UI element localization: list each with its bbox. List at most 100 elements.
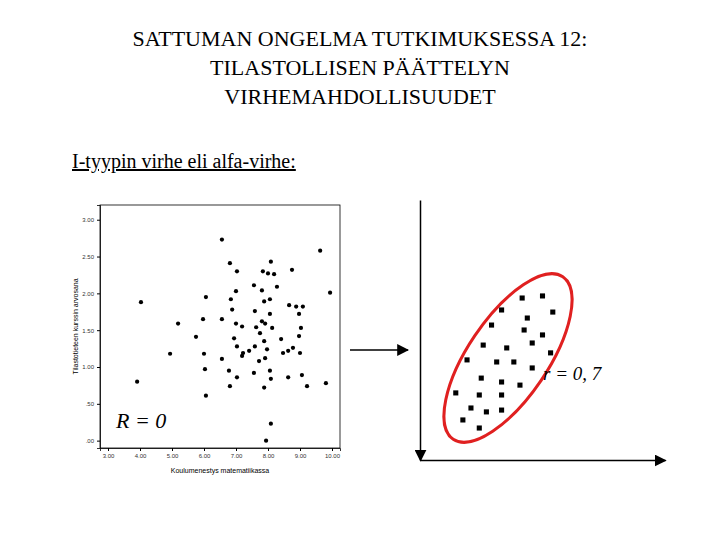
point bbox=[252, 283, 256, 287]
point bbox=[252, 371, 256, 375]
point bbox=[220, 357, 224, 361]
point bbox=[464, 357, 469, 362]
point bbox=[299, 326, 303, 330]
tick-mark bbox=[236, 448, 237, 451]
title: VIRHEMAHDOLLISUUDET bbox=[224, 84, 496, 109]
tick-mark bbox=[140, 448, 141, 451]
title: SATTUMAN ONGELMA TUTKIMUKSESSA 12: bbox=[133, 26, 588, 51]
plot-frame bbox=[100, 205, 340, 448]
point bbox=[269, 260, 273, 264]
point bbox=[328, 291, 332, 295]
point bbox=[176, 321, 180, 325]
point bbox=[294, 305, 298, 309]
tick: 3.00 bbox=[82, 217, 100, 223]
point bbox=[234, 321, 238, 325]
point bbox=[235, 375, 239, 379]
point bbox=[262, 339, 266, 343]
point bbox=[264, 439, 268, 443]
point bbox=[548, 350, 553, 355]
point bbox=[275, 285, 279, 289]
tick-mark bbox=[97, 293, 100, 294]
axis-line bbox=[101, 449, 341, 452]
annotation: r = 0, 7 bbox=[543, 363, 603, 384]
point bbox=[269, 422, 273, 426]
point bbox=[263, 356, 267, 360]
point bbox=[268, 312, 272, 316]
point bbox=[301, 305, 305, 309]
y-axis: .00.501.001.502.002.503.00 bbox=[82, 206, 100, 449]
point bbox=[520, 295, 525, 300]
y-axis bbox=[420, 201, 421, 461]
point bbox=[227, 369, 231, 373]
tick-label: 1.50 bbox=[82, 328, 94, 334]
point bbox=[240, 324, 244, 328]
tick-label: 7.00 bbox=[231, 453, 243, 459]
chart: r = 0, 7 bbox=[420, 201, 665, 462]
tick: 6.00 bbox=[199, 448, 211, 459]
point bbox=[260, 288, 264, 292]
point bbox=[530, 340, 535, 345]
tick: 1.00 bbox=[82, 364, 100, 370]
axis-line bbox=[421, 460, 666, 462]
tick-mark bbox=[97, 220, 100, 221]
point bbox=[324, 381, 328, 385]
point bbox=[230, 307, 234, 311]
point bbox=[477, 425, 482, 430]
point bbox=[499, 392, 504, 397]
point bbox=[290, 268, 294, 272]
tick: 3.00 bbox=[103, 448, 115, 459]
tick: 2.00 bbox=[82, 291, 100, 297]
tick: 9.00 bbox=[295, 448, 307, 459]
point bbox=[550, 310, 555, 315]
point bbox=[263, 321, 267, 325]
point bbox=[228, 261, 232, 265]
point bbox=[257, 359, 261, 363]
point bbox=[297, 334, 301, 338]
tick: 7.00 bbox=[231, 448, 243, 459]
tick-mark bbox=[332, 448, 333, 451]
point bbox=[262, 386, 266, 390]
tick-label: 3.00 bbox=[82, 217, 94, 223]
chart: 3.004.005.006.007.008.009.0010.00.00.501… bbox=[72, 205, 341, 475]
point bbox=[286, 349, 290, 353]
point bbox=[203, 367, 207, 371]
tick-mark bbox=[172, 448, 173, 451]
point bbox=[286, 375, 290, 379]
highlight-ellipse bbox=[420, 254, 596, 461]
point bbox=[204, 394, 208, 398]
point bbox=[540, 293, 545, 298]
point bbox=[220, 317, 224, 321]
point bbox=[525, 315, 530, 320]
tick: .50 bbox=[86, 401, 100, 407]
point bbox=[201, 317, 205, 321]
point bbox=[270, 326, 274, 330]
tick-label: 9.00 bbox=[295, 453, 307, 459]
point bbox=[204, 295, 208, 299]
point bbox=[298, 351, 302, 355]
slide: SATTUMAN ONGELMA TUTKIMUKSESSA 12:TILAST… bbox=[0, 0, 720, 540]
tick-label: 8.00 bbox=[263, 453, 275, 459]
x-axis-title: Koulumenestys matematiikassa bbox=[171, 467, 270, 475]
point bbox=[241, 351, 245, 355]
point bbox=[262, 299, 266, 303]
tick-label: 6.00 bbox=[199, 453, 211, 459]
point bbox=[269, 377, 273, 381]
point bbox=[220, 237, 224, 241]
point bbox=[484, 409, 489, 414]
tick-mark bbox=[97, 257, 100, 258]
x-axis bbox=[421, 460, 666, 461]
point bbox=[272, 272, 276, 276]
tick-mark bbox=[268, 448, 269, 451]
point bbox=[460, 417, 465, 422]
point bbox=[229, 297, 233, 301]
point bbox=[268, 369, 272, 373]
point bbox=[281, 351, 285, 355]
tick: 5.00 bbox=[167, 448, 179, 459]
point bbox=[517, 383, 522, 388]
tick-mark bbox=[97, 367, 100, 368]
point bbox=[266, 271, 270, 275]
points bbox=[453, 293, 555, 430]
point bbox=[253, 344, 257, 348]
point bbox=[504, 345, 509, 350]
axis-line bbox=[420, 201, 422, 461]
